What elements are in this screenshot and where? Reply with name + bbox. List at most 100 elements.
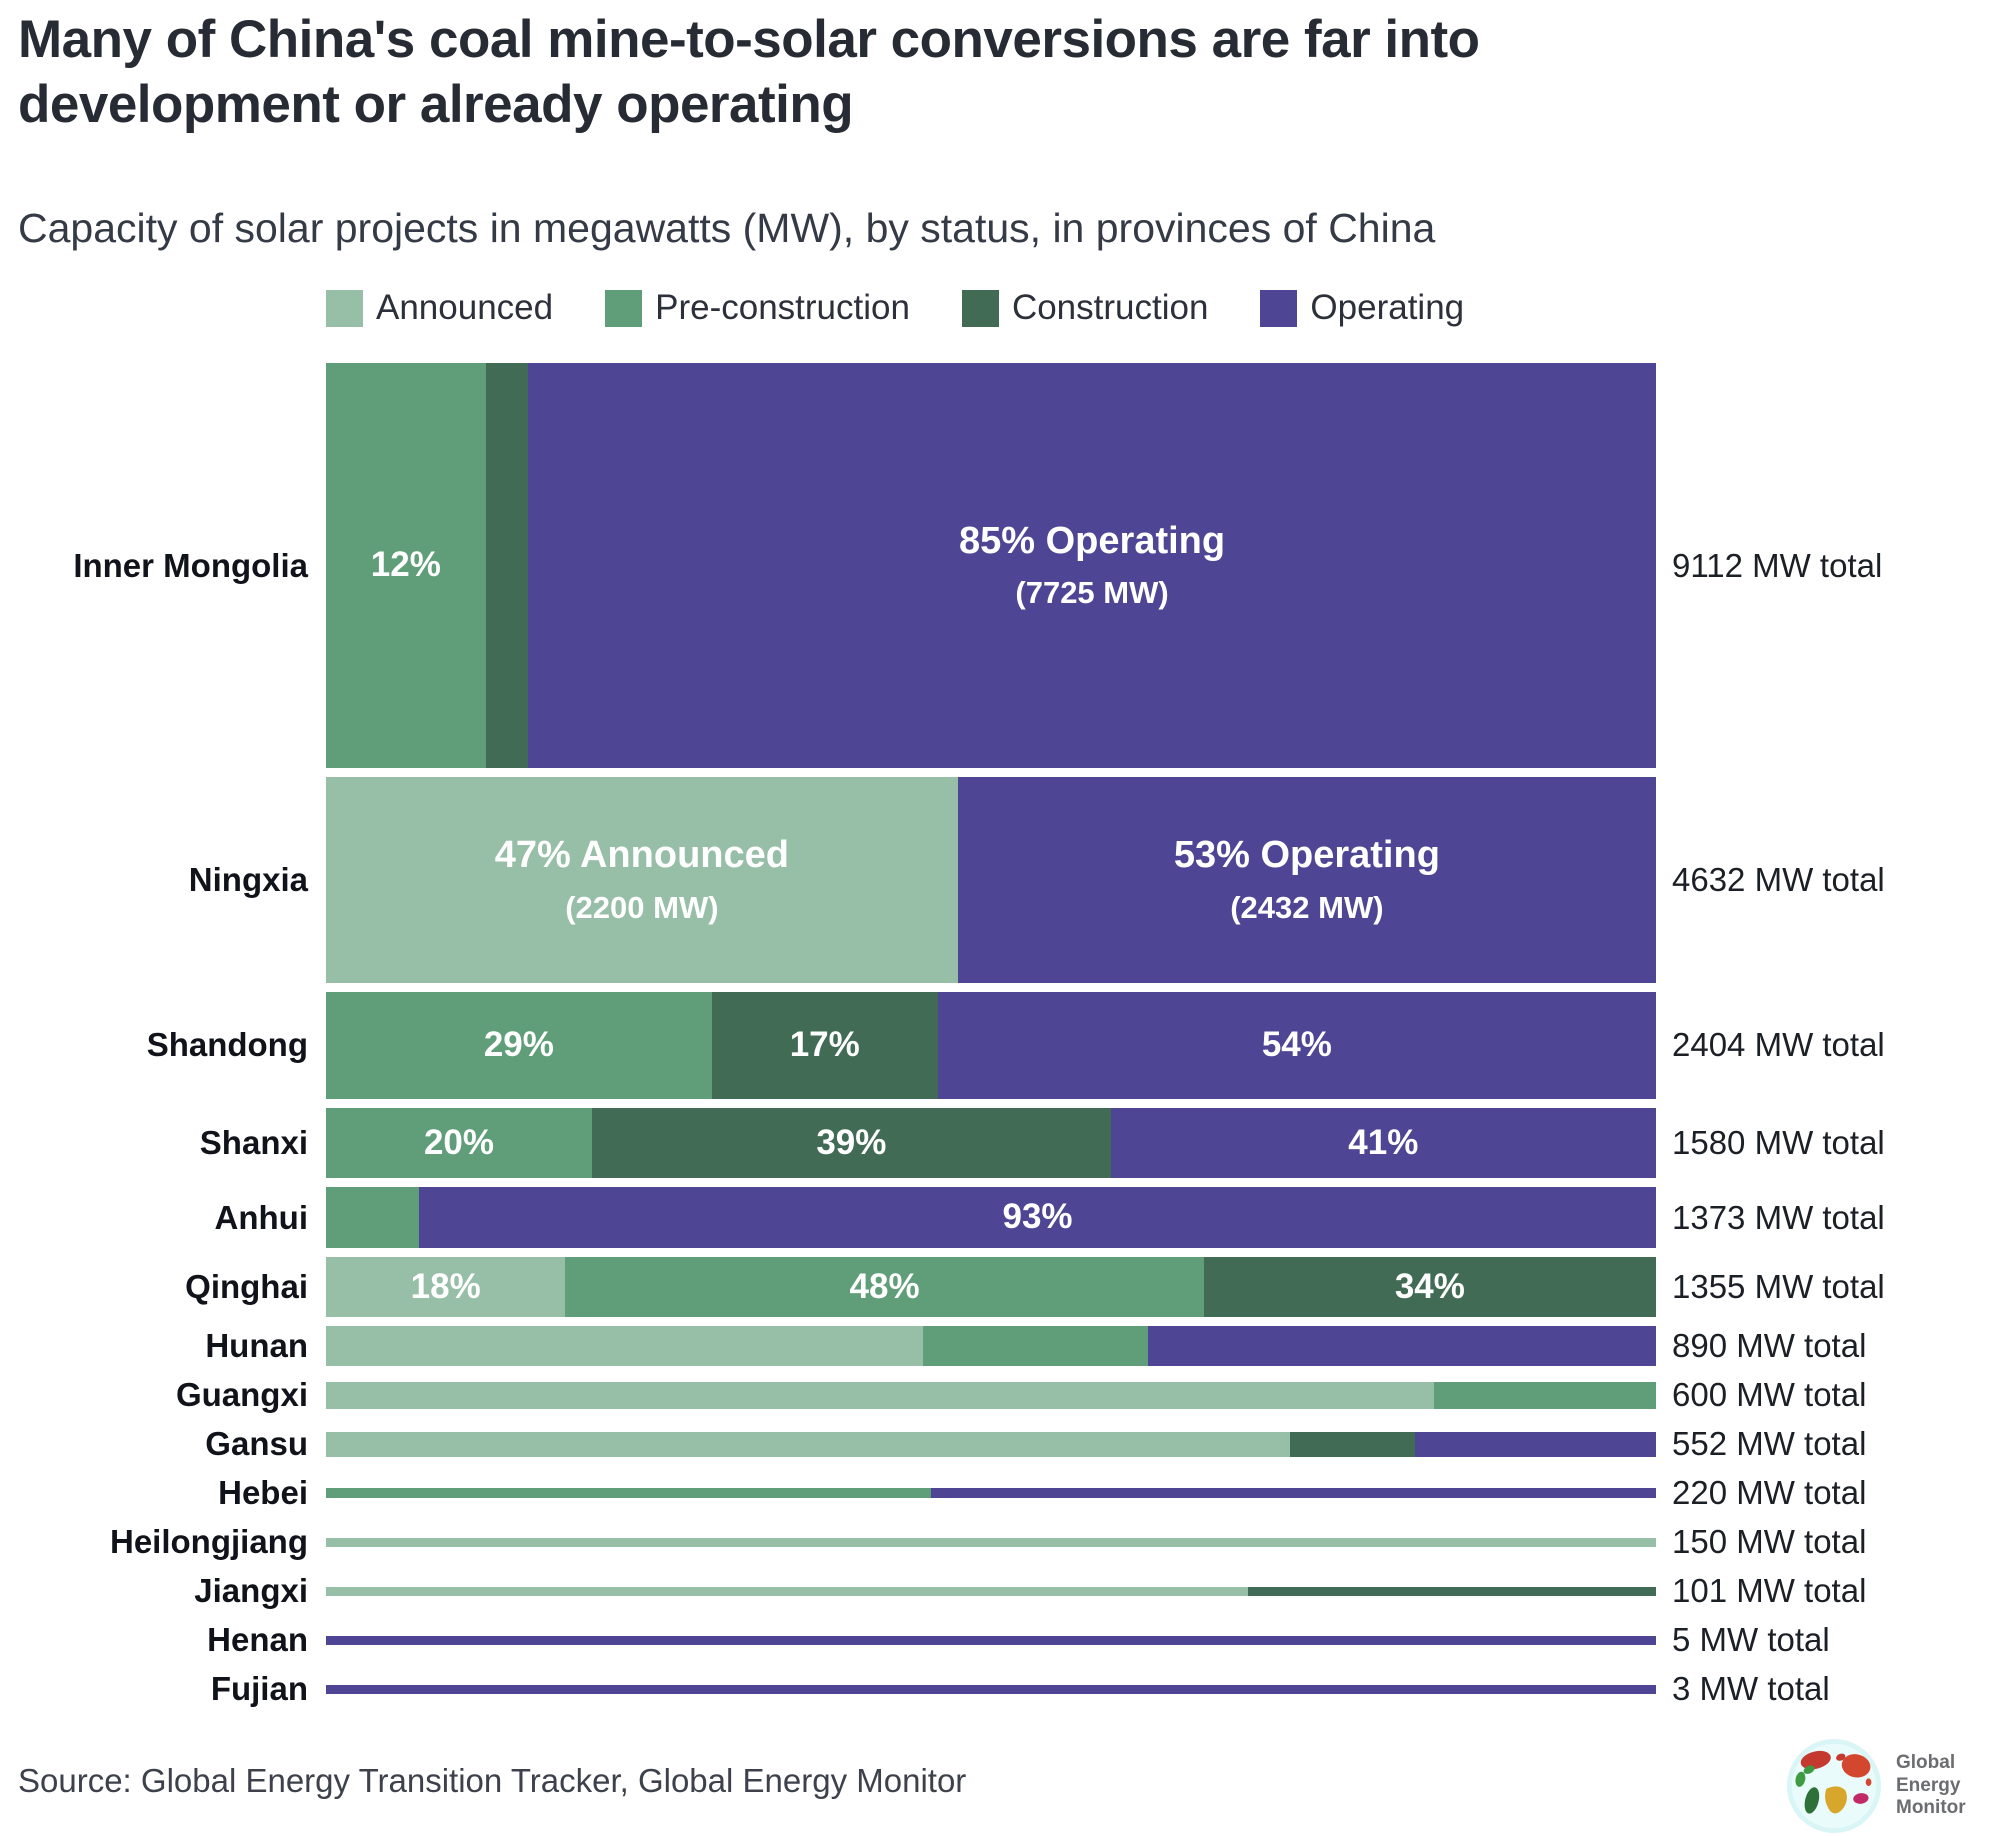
total-label-qinghai: 1355 MW total xyxy=(1672,1268,1885,1306)
total-label-shandong: 2404 MW total xyxy=(1672,1026,1885,1064)
legend-item-pre-construction: Pre-construction xyxy=(605,288,910,328)
province-label-gansu: Gansu xyxy=(205,1425,308,1463)
legend-swatch-pre-construction xyxy=(605,289,643,327)
bar-segment-announced xyxy=(326,1537,1656,1547)
logo-line-2: Energy xyxy=(1896,1774,1961,1796)
bar-segment-operating: 85% Operating (7725 MW) xyxy=(528,363,1656,769)
segment-label: 20% xyxy=(423,1122,495,1162)
bar-segment-construction xyxy=(485,363,529,769)
segment-label: 54% xyxy=(1261,1025,1332,1065)
province-label-henan: Henan xyxy=(207,1621,308,1659)
bar-segment-pre-construction xyxy=(923,1326,1148,1367)
bar-segment-construction xyxy=(1247,1586,1656,1596)
bar-segment-announced xyxy=(326,1326,924,1367)
bar-segment-operating xyxy=(931,1488,1656,1499)
legend-swatch-construction xyxy=(961,289,999,327)
legend-item-operating: Operating xyxy=(1260,288,1464,328)
bar-segment-operating: 93% xyxy=(419,1187,1656,1249)
legend-label: Construction xyxy=(1011,288,1209,327)
legend-swatch-announced xyxy=(326,289,363,327)
bar-row-shanxi: 20% 39% 41% xyxy=(326,1107,1656,1178)
bar-segment-pre-construction: 20% xyxy=(326,1107,592,1178)
segment-label: 17% xyxy=(789,1025,860,1065)
bar-row-jiangxi xyxy=(326,1586,1656,1596)
bar-row-anhui: 93% xyxy=(326,1187,1656,1249)
segment-sublabel: (7725 MW) xyxy=(1015,575,1169,611)
bar-row-ningxia: 47% Announced (2200 MW) 53% Operating (2432… xyxy=(326,777,1656,983)
bar-segment-announced xyxy=(326,1586,1248,1596)
bar-segment-operating: 53% Operating (2432 MW) xyxy=(957,777,1656,983)
province-label-heilongjiang: Heilongjiang xyxy=(110,1523,308,1561)
province-label-shanxi: Shanxi xyxy=(199,1123,308,1161)
legend-label: Announced xyxy=(376,288,554,327)
total-label-fujian: 3 MW total xyxy=(1672,1670,1830,1708)
segment-label: 48% xyxy=(849,1266,920,1306)
bar-segment-announced xyxy=(326,1381,1434,1409)
bar-segment-operating xyxy=(1415,1432,1656,1457)
total-label-shanxi: 1580 MW total xyxy=(1672,1123,1885,1161)
province-label-qinghai: Qinghai xyxy=(185,1268,308,1306)
legend-label: Pre-construction xyxy=(655,288,910,327)
bar-row-guangxi xyxy=(326,1381,1656,1409)
total-label-hebei: 220 MW total xyxy=(1672,1474,1867,1512)
bar-segment-announced xyxy=(326,1432,1291,1457)
bar-segment-announced: 47% Announced (2200 MW) xyxy=(326,777,958,983)
province-label-fujian: Fujian xyxy=(210,1670,308,1708)
gem-logo: Global Energy Monitor xyxy=(1786,1738,1966,1834)
bar-row-inner-mongolia: 12% 85% Operating (7725 MW) xyxy=(326,363,1656,769)
total-label-gansu: 552 MW total xyxy=(1672,1425,1867,1463)
segment-label: 47% Announced xyxy=(494,834,789,877)
logo-line-3: Monitor xyxy=(1896,1797,1966,1819)
province-label-inner-mongolia: Inner Mongolia xyxy=(73,546,308,584)
bar-segment-operating xyxy=(326,1684,1656,1694)
bar-row-heilongjiang xyxy=(326,1537,1656,1547)
bar-segment-pre-construction: 12% xyxy=(326,363,486,769)
province-label-guangxi: Guangxi xyxy=(175,1376,308,1414)
bar-segment-operating xyxy=(326,1635,1656,1645)
province-label-hebei: Hebei xyxy=(218,1474,308,1512)
province-label-hunan: Hunan xyxy=(205,1327,308,1365)
total-label-anhui: 1373 MW total xyxy=(1672,1198,1885,1236)
total-label-inner-mongolia: 9112 MW total xyxy=(1672,546,1883,584)
legend-item-construction: Construction xyxy=(961,288,1209,328)
segment-label: 18% xyxy=(410,1266,481,1306)
total-label-jiangxi: 101 MW total xyxy=(1672,1572,1867,1610)
logo-line-1: Global xyxy=(1896,1752,1956,1774)
legend-swatch-operating xyxy=(1260,289,1298,327)
province-label-anhui: Anhui xyxy=(214,1198,308,1236)
total-label-hunan: 890 MW total xyxy=(1672,1327,1867,1365)
bar-row-hunan xyxy=(326,1326,1656,1367)
bar-segment-construction: 17% xyxy=(711,991,938,1099)
bar-row-qinghai: 18% 48% 34% xyxy=(326,1257,1656,1318)
segment-label: 29% xyxy=(483,1025,554,1065)
bar-row-fujian xyxy=(326,1684,1656,1694)
bar-segment-pre-construction: 48% xyxy=(565,1257,1204,1318)
source-text: Source: Global Energy Transition Tracker… xyxy=(18,1762,967,1799)
bar-segment-construction: 39% xyxy=(592,1107,1111,1178)
page-title: Many of China's coal mine-to-solar conve… xyxy=(18,10,1480,134)
bar-row-hebei xyxy=(326,1488,1656,1499)
bar-segment-pre-construction: 29% xyxy=(326,991,712,1099)
bar-segment-operating: 41% xyxy=(1110,1107,1656,1178)
legend-item-announced: Announced xyxy=(326,288,553,328)
bar-row-shandong: 29% 17% 54% xyxy=(326,991,1656,1099)
segment-label: 53% Operating xyxy=(1173,834,1440,877)
legend: Announced Pre-construction Construction Ope… xyxy=(326,288,1464,328)
chart-subtitle: Capacity of solar projects in megawatts … xyxy=(18,205,1436,251)
bar-segment-pre-construction xyxy=(326,1488,932,1499)
bar-segment-operating: 54% xyxy=(937,991,1656,1099)
total-label-ningxia: 4632 MW total xyxy=(1672,860,1885,898)
bar-segment-operating xyxy=(1147,1326,1656,1367)
logo-text: Global Energy Monitor xyxy=(1896,1752,1966,1819)
bar-row-henan xyxy=(326,1635,1656,1645)
segment-label: 39% xyxy=(816,1122,887,1162)
segment-label: 93% xyxy=(1002,1197,1073,1237)
globe-icon xyxy=(1786,1738,1882,1834)
province-label-shandong: Shandong xyxy=(146,1026,308,1064)
legend-label: Operating xyxy=(1310,288,1465,327)
bar-segment-construction: 34% xyxy=(1203,1257,1656,1318)
bar-segment-construction xyxy=(1290,1432,1416,1457)
segment-label: 85% Operating xyxy=(959,519,1226,562)
